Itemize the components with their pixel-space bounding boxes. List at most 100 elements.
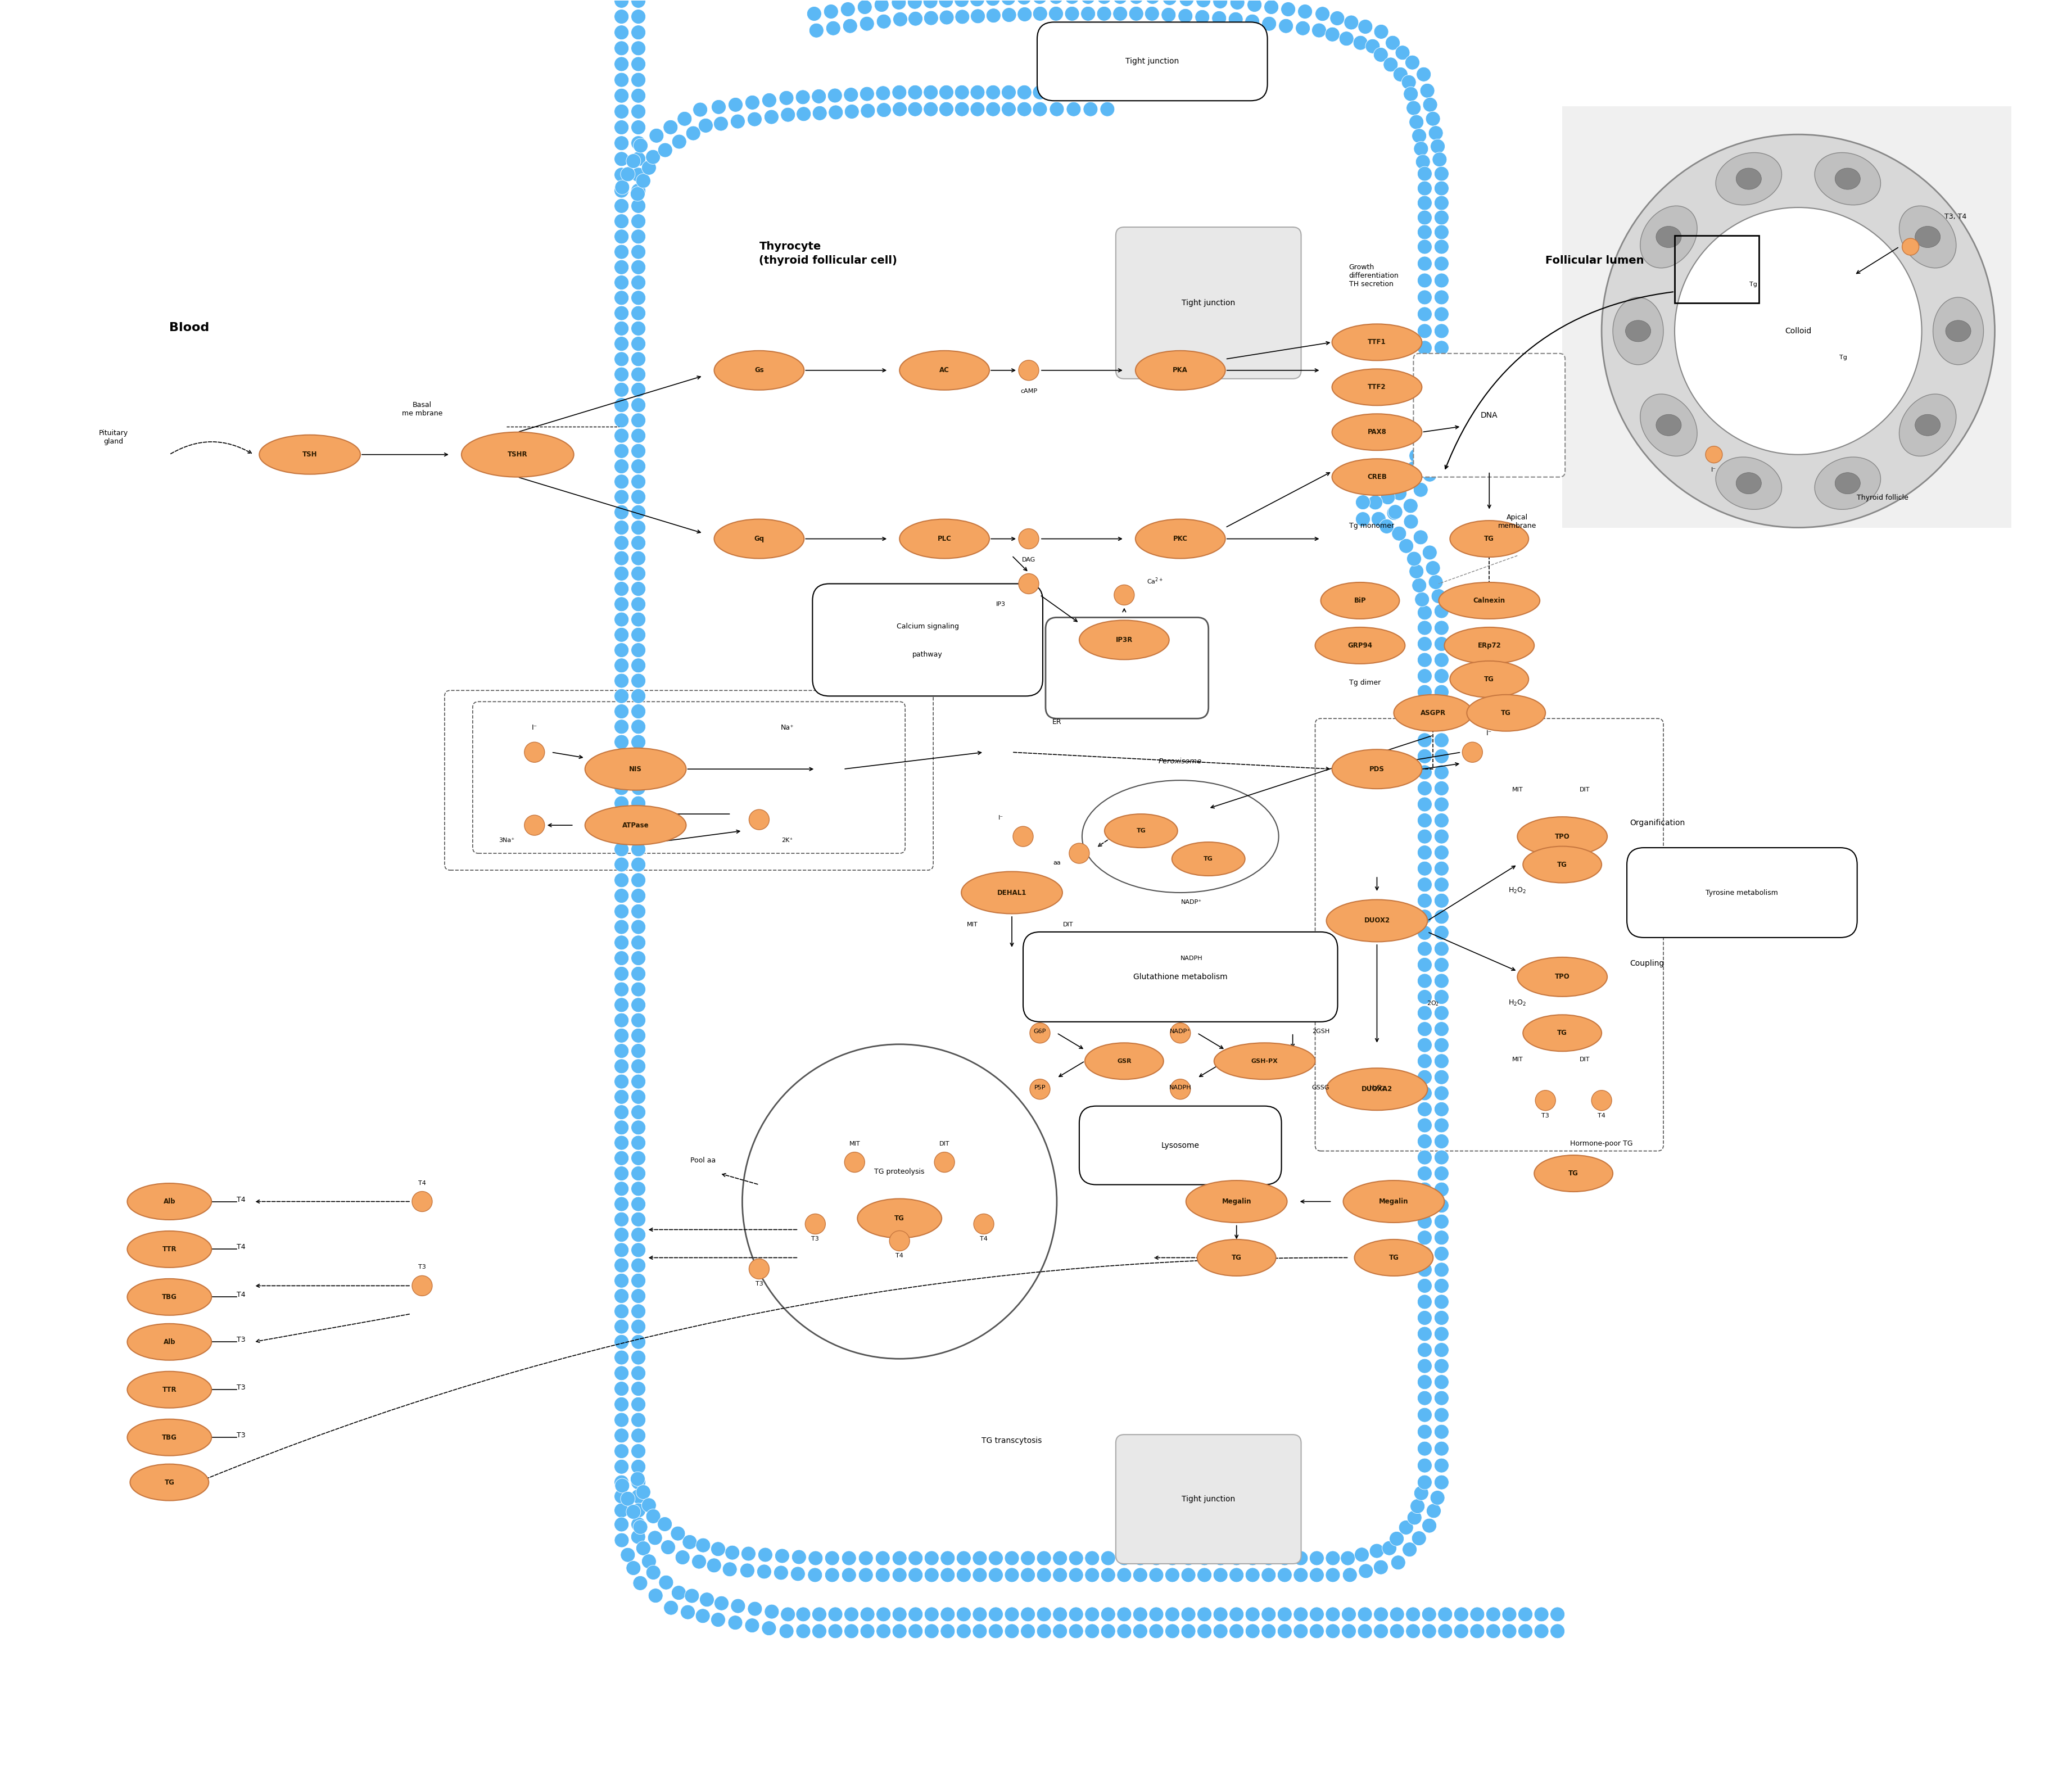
Ellipse shape bbox=[128, 1324, 212, 1360]
Circle shape bbox=[780, 108, 794, 122]
Circle shape bbox=[860, 16, 875, 30]
Circle shape bbox=[613, 1043, 630, 1059]
Circle shape bbox=[1418, 240, 1432, 254]
Circle shape bbox=[648, 1530, 663, 1545]
Circle shape bbox=[1430, 590, 1447, 604]
Circle shape bbox=[613, 1288, 630, 1303]
Circle shape bbox=[1434, 1215, 1449, 1229]
Circle shape bbox=[613, 444, 630, 459]
Circle shape bbox=[761, 93, 776, 108]
Ellipse shape bbox=[1737, 473, 1762, 495]
Circle shape bbox=[613, 120, 630, 134]
Circle shape bbox=[632, 475, 646, 489]
Circle shape bbox=[1426, 561, 1441, 575]
Circle shape bbox=[659, 1575, 673, 1590]
Circle shape bbox=[1101, 84, 1115, 100]
Circle shape bbox=[1412, 434, 1426, 450]
Circle shape bbox=[844, 1624, 858, 1638]
Circle shape bbox=[1299, 4, 1313, 20]
Circle shape bbox=[729, 1615, 743, 1631]
Circle shape bbox=[813, 106, 827, 120]
Circle shape bbox=[1418, 256, 1432, 271]
Circle shape bbox=[938, 0, 953, 7]
Circle shape bbox=[694, 102, 708, 116]
Circle shape bbox=[1101, 1568, 1115, 1582]
Text: DUOX2: DUOX2 bbox=[1364, 918, 1389, 925]
Circle shape bbox=[1406, 1607, 1420, 1622]
Circle shape bbox=[613, 276, 630, 290]
Circle shape bbox=[632, 213, 646, 229]
Circle shape bbox=[696, 1609, 710, 1624]
Ellipse shape bbox=[1533, 1156, 1613, 1192]
Circle shape bbox=[683, 1534, 698, 1550]
Circle shape bbox=[891, 0, 906, 9]
Circle shape bbox=[957, 1568, 971, 1582]
Circle shape bbox=[941, 1568, 955, 1582]
Ellipse shape bbox=[1657, 226, 1681, 247]
Circle shape bbox=[908, 102, 922, 116]
Text: Hormone-poor TG: Hormone-poor TG bbox=[1570, 1140, 1632, 1147]
Circle shape bbox=[1309, 1607, 1323, 1622]
Circle shape bbox=[860, 104, 875, 118]
Circle shape bbox=[827, 1607, 842, 1622]
Text: T3: T3 bbox=[1541, 1113, 1550, 1118]
Text: T3: T3 bbox=[237, 1383, 245, 1391]
Circle shape bbox=[1278, 1607, 1292, 1622]
Text: Colloid: Colloid bbox=[1784, 328, 1811, 335]
Circle shape bbox=[1013, 826, 1033, 846]
Circle shape bbox=[1262, 1550, 1276, 1566]
Circle shape bbox=[1434, 925, 1449, 941]
Text: Tg monomer: Tg monomer bbox=[1348, 521, 1393, 529]
Circle shape bbox=[877, 1607, 891, 1622]
Circle shape bbox=[1264, 0, 1278, 14]
Circle shape bbox=[632, 1489, 646, 1503]
Circle shape bbox=[632, 152, 646, 167]
Circle shape bbox=[1434, 1086, 1449, 1100]
Circle shape bbox=[1434, 878, 1449, 892]
Circle shape bbox=[1325, 1607, 1340, 1622]
Circle shape bbox=[1434, 636, 1449, 650]
Circle shape bbox=[661, 1539, 675, 1554]
Circle shape bbox=[1434, 846, 1449, 860]
Circle shape bbox=[613, 306, 630, 321]
Circle shape bbox=[1097, 0, 1111, 4]
Text: MIT: MIT bbox=[967, 921, 978, 928]
Circle shape bbox=[1418, 765, 1432, 780]
Circle shape bbox=[613, 1489, 630, 1503]
Circle shape bbox=[632, 550, 646, 566]
Circle shape bbox=[1519, 1624, 1533, 1638]
Text: ASGPR: ASGPR bbox=[1420, 710, 1447, 717]
Circle shape bbox=[613, 321, 630, 335]
Circle shape bbox=[1130, 0, 1144, 4]
Circle shape bbox=[1469, 1607, 1484, 1622]
Circle shape bbox=[1410, 564, 1424, 579]
Circle shape bbox=[1418, 1391, 1432, 1405]
Circle shape bbox=[1434, 1199, 1449, 1213]
Circle shape bbox=[632, 1459, 646, 1475]
Circle shape bbox=[741, 1546, 755, 1561]
Text: Gq: Gq bbox=[753, 536, 764, 543]
Circle shape bbox=[671, 1527, 685, 1541]
Circle shape bbox=[613, 812, 630, 826]
Circle shape bbox=[796, 1607, 811, 1622]
Circle shape bbox=[630, 186, 644, 201]
Circle shape bbox=[1418, 717, 1432, 731]
Circle shape bbox=[1085, 1568, 1099, 1582]
Circle shape bbox=[613, 136, 630, 151]
Circle shape bbox=[632, 1258, 646, 1272]
Text: Calcium signaling: Calcium signaling bbox=[897, 624, 959, 631]
Circle shape bbox=[1033, 102, 1048, 116]
FancyBboxPatch shape bbox=[1078, 1106, 1282, 1185]
Circle shape bbox=[1414, 421, 1430, 435]
Ellipse shape bbox=[1523, 1014, 1601, 1052]
Circle shape bbox=[696, 1538, 710, 1552]
Text: TG: TG bbox=[1484, 676, 1494, 683]
Ellipse shape bbox=[899, 520, 990, 559]
Circle shape bbox=[1434, 814, 1449, 828]
Circle shape bbox=[1418, 1102, 1432, 1116]
Circle shape bbox=[1434, 1391, 1449, 1405]
Text: 2O$_2$: 2O$_2$ bbox=[1426, 1000, 1439, 1007]
Circle shape bbox=[632, 0, 646, 9]
Circle shape bbox=[1434, 862, 1449, 876]
Circle shape bbox=[1418, 668, 1432, 683]
